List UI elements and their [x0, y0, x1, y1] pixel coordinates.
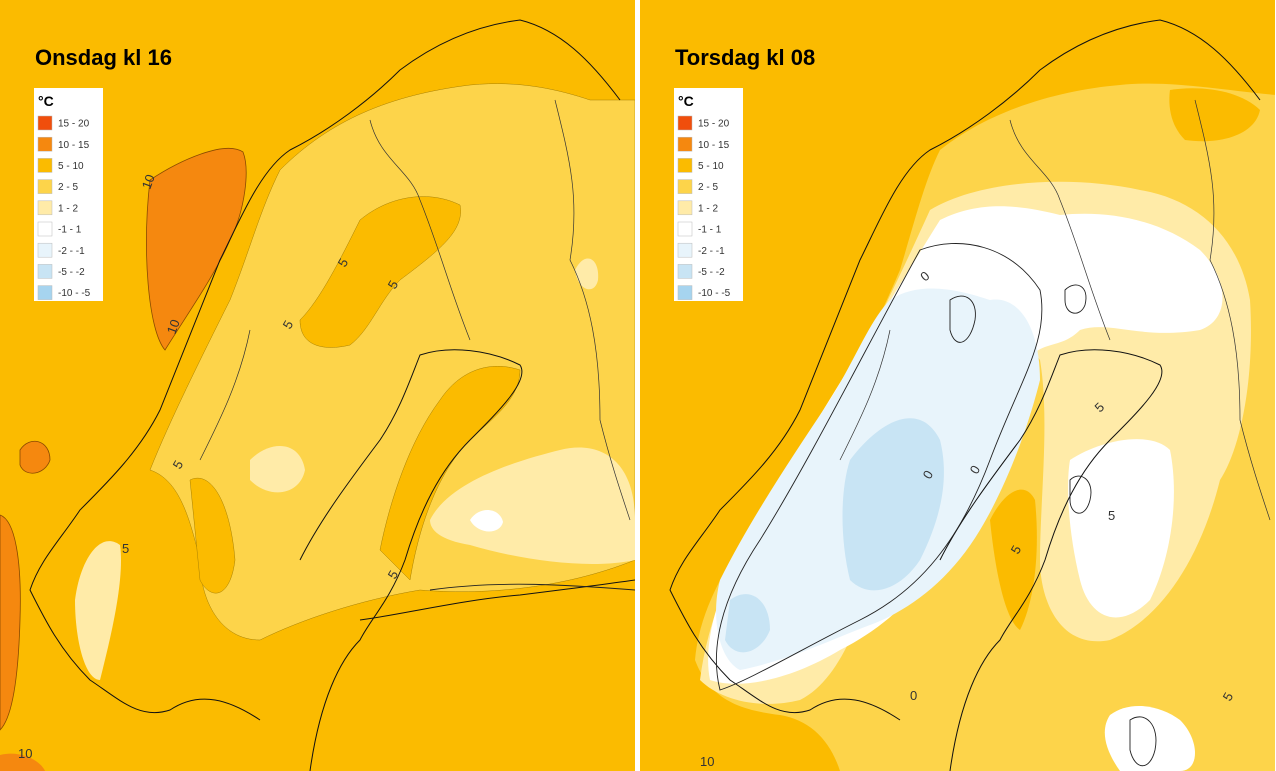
- legend-swatch: [677, 115, 693, 131]
- zone-10-15: [0, 514, 21, 731]
- contour-label: 5: [1108, 508, 1115, 523]
- legend-swatch: [37, 179, 53, 194]
- legend-label: 5 - 10: [58, 161, 84, 172]
- coastline: [669, 19, 1261, 721]
- zone-5-10: [990, 489, 1037, 630]
- legend-swatch: [677, 264, 693, 279]
- zone-5-10: [299, 196, 461, 348]
- legend-swatch: [677, 242, 693, 258]
- legend-swatch: [37, 115, 53, 131]
- legend-swatch: [677, 158, 693, 173]
- legend-label: 15 - 20: [698, 119, 730, 130]
- legend-label: -10 - -5: [698, 288, 731, 299]
- contour-label: 10: [164, 317, 183, 336]
- legend-swatch: [37, 136, 53, 152]
- legend-swatch: [37, 158, 53, 173]
- legend-swatch: [37, 285, 53, 300]
- coastline: [359, 579, 635, 621]
- country-border: [199, 99, 631, 521]
- map-panel: Torsdag kl 08 °C 15 - 20 10 - 15 5 - 10 2 - 5…: [640, 0, 1275, 771]
- legend-label: 5 - 10: [698, 161, 724, 172]
- legend-swatch: [677, 285, 693, 300]
- legend-label: 2 - 5: [698, 182, 718, 193]
- zone-1-1: [1104, 705, 1195, 771]
- isoline: [429, 583, 635, 591]
- isoline: [949, 295, 976, 343]
- legend-unit: °C: [38, 93, 54, 109]
- zone-5-10: [1169, 88, 1260, 142]
- zone-neg5-neg2: [725, 594, 770, 653]
- panel-title: Torsdag kl 08: [675, 45, 815, 70]
- contour-label: 0: [910, 688, 917, 703]
- zone-1-2: [250, 446, 305, 493]
- legend-label: -5 - -2: [698, 267, 725, 278]
- zone-5-10: [189, 478, 236, 594]
- legend-swatch: [677, 221, 693, 237]
- legend-swatch: [677, 179, 693, 194]
- map-panel: Onsdag kl 16 °C 15 - 20 10 - 15 5 - 10 2 - 5 1…: [0, 0, 635, 771]
- zone-1-2: [575, 258, 599, 290]
- legend-swatch: [677, 200, 693, 216]
- isoline: [1064, 284, 1087, 314]
- legend-label: -2 - -1: [58, 246, 85, 257]
- legend-label: -2 - -1: [698, 246, 725, 257]
- zone-neg5-neg2: [842, 418, 944, 591]
- legend-label: 15 - 20: [58, 119, 90, 130]
- isoline: [1069, 475, 1092, 514]
- contour-label: 5: [122, 541, 129, 556]
- zone-10-15: [0, 753, 45, 771]
- legend-swatch: [677, 136, 693, 152]
- zone-1-1: [470, 510, 503, 532]
- coastline: [29, 19, 621, 721]
- legend-label: -1 - 1: [698, 225, 722, 236]
- panel-title: Onsdag kl 16: [35, 45, 172, 70]
- country-border: [839, 99, 1271, 521]
- legend-label: 10 - 15: [698, 140, 730, 151]
- legend-label: -5 - -2: [58, 267, 85, 278]
- legend-swatch: [37, 200, 53, 216]
- legend-swatch: [37, 264, 53, 279]
- legend-label: 1 - 2: [698, 203, 718, 214]
- coastline: [299, 349, 523, 771]
- zone-1-2: [75, 541, 121, 680]
- contour-label: 10: [18, 746, 32, 761]
- legend-label: 10 - 15: [58, 140, 90, 151]
- zone-1-2: [430, 447, 635, 565]
- zone-10-15: [19, 440, 51, 474]
- legend-label: 1 - 2: [58, 203, 78, 214]
- isoline: [715, 243, 1043, 691]
- legend-unit: °C: [678, 93, 694, 109]
- contour-label: 10: [700, 754, 714, 769]
- contour-label: 10: [139, 172, 158, 191]
- legend-swatch: [37, 242, 53, 258]
- legend-label: 2 - 5: [58, 182, 78, 193]
- isoline: [1129, 716, 1157, 767]
- legend-swatch: [37, 221, 53, 237]
- legend-label: -1 - 1: [58, 225, 82, 236]
- panel-divider: [635, 0, 640, 771]
- coastline: [939, 349, 1163, 771]
- legend-label: -10 - -5: [58, 288, 91, 299]
- zone-1-1: [1068, 439, 1174, 618]
